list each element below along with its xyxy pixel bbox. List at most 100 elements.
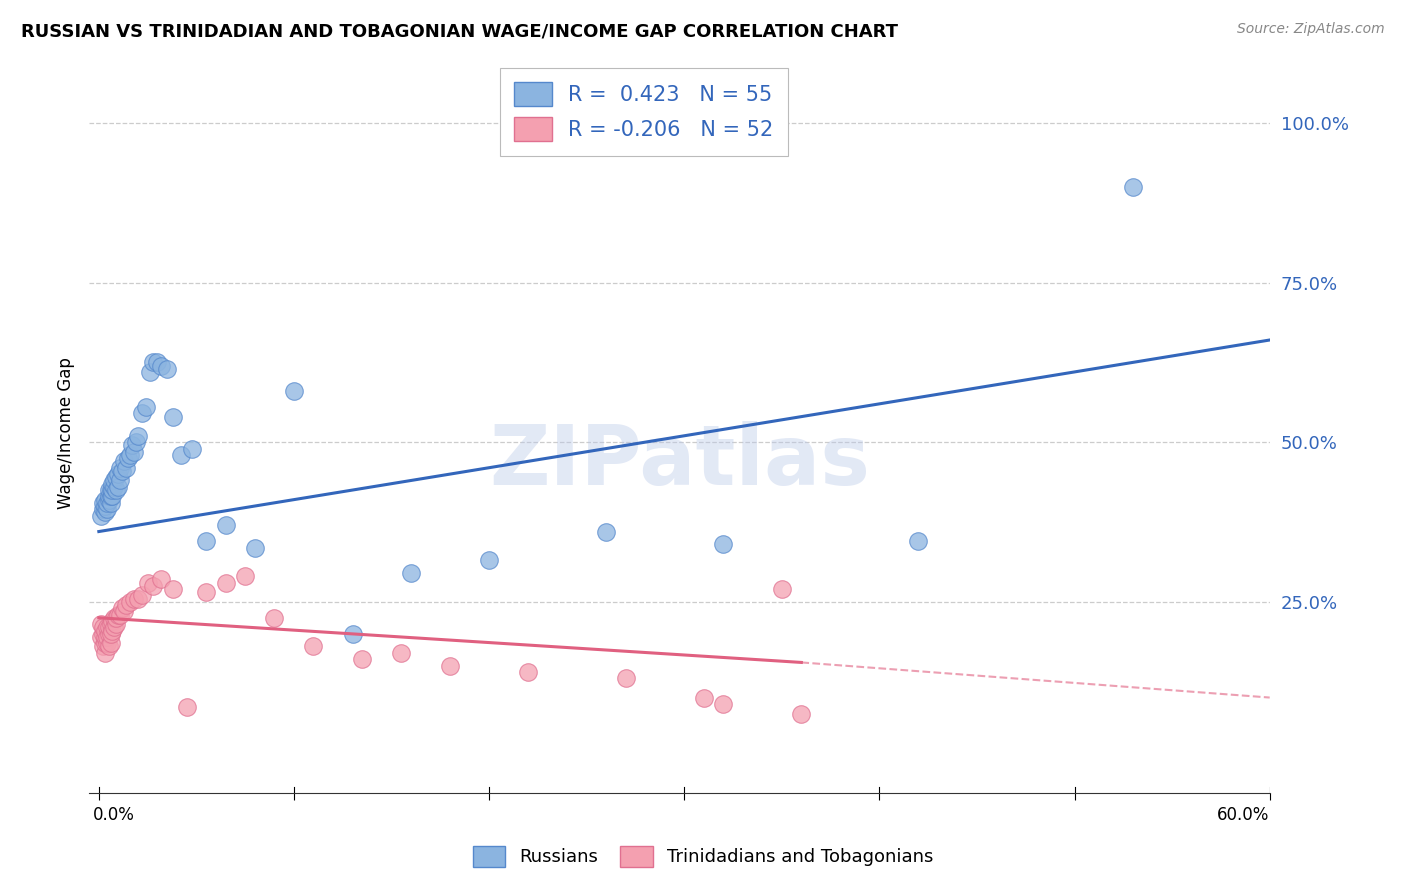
Point [100,490,122,504]
Point [105,617,128,632]
Point [125,435,148,450]
Text: Source: ZipAtlas.com: Source: ZipAtlas.com [1237,22,1385,37]
Point [907,534,929,549]
Point [93,499,115,513]
Point [90,508,112,523]
Point [96,636,118,650]
Point [122,444,145,458]
Legend: R =  0.423   N = 55, R = -0.206   N = 52: R = 0.423 N = 55, R = -0.206 N = 52 [499,68,789,155]
Point [517,665,540,679]
Point [302,640,325,654]
Point [127,429,149,443]
Point [112,604,135,618]
Point [93,630,115,644]
Point [195,585,218,599]
Point [91,640,114,654]
Point [138,365,160,379]
Point [399,566,422,580]
Point [103,611,125,625]
Point [156,361,179,376]
Point [150,359,173,373]
Point [103,474,125,488]
Point [127,591,149,606]
Point [112,454,135,468]
Point [91,626,114,640]
Point [111,601,134,615]
Point [101,483,124,497]
Point [97,626,120,640]
Point [91,496,114,510]
Point [131,588,153,602]
Point [105,470,128,484]
Point [115,460,138,475]
Point [135,400,157,414]
Point [118,595,141,609]
Point [100,636,122,650]
Text: ZIPatlas: ZIPatlas [489,421,870,502]
Point [478,553,501,567]
Point [90,630,112,644]
Point [131,406,153,420]
Point [243,541,266,555]
Point [170,448,193,462]
Point [142,355,165,369]
Point [105,611,128,625]
Point [142,579,165,593]
Point [1122,179,1144,194]
Text: 0.0%: 0.0% [93,806,135,824]
Point [176,700,198,714]
Point [101,490,124,504]
Point [389,646,412,660]
Point [115,598,138,612]
Point [93,624,115,638]
Point [439,658,461,673]
Point [97,620,120,634]
Point [342,626,364,640]
Point [97,490,120,504]
Point [110,460,132,475]
Point [162,409,184,424]
Point [97,483,120,497]
Point [100,626,122,640]
Point [122,591,145,606]
Point [263,611,285,625]
Point [162,582,184,596]
Point [100,496,122,510]
Text: RUSSIAN VS TRINIDADIAN AND TOBAGONIAN WAGE/INCOME GAP CORRELATION CHART: RUSSIAN VS TRINIDADIAN AND TOBAGONIAN WA… [21,22,898,40]
Point [233,569,256,583]
Point [101,614,124,628]
Point [215,575,238,590]
Point [93,636,115,650]
Point [103,620,125,634]
Y-axis label: Wage/Income Gap: Wage/Income Gap [58,357,75,508]
Point [107,467,129,481]
Point [96,620,118,634]
Text: 60.0%: 60.0% [1218,806,1270,824]
Point [91,620,114,634]
Point [283,384,305,398]
Point [770,582,793,596]
Point [693,690,716,705]
Point [146,355,169,369]
Point [117,451,139,466]
Point [136,575,159,590]
Point [101,476,124,491]
Point [100,617,122,632]
Point [352,652,374,666]
Point [93,646,115,660]
Point [100,483,122,497]
Point [107,607,129,622]
Point [711,537,734,551]
Point [107,480,129,494]
Point [110,607,132,622]
Point [595,524,617,539]
Point [103,480,125,494]
Point [790,706,813,721]
Point [110,474,132,488]
Point [181,442,204,456]
Point [121,438,143,452]
Point [195,534,218,549]
Point [93,492,115,507]
Point [97,640,120,654]
Point [91,502,114,516]
